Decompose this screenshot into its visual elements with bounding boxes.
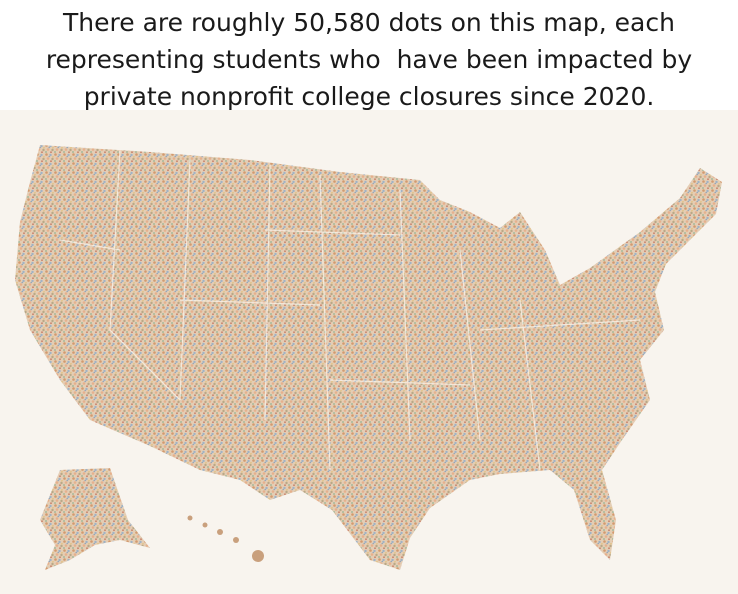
caption-line: private nonprofit college closures since…: [83, 82, 655, 111]
contiguous-us: [15, 145, 722, 570]
state-borders: [59, 149, 641, 471]
alaska: [40, 468, 150, 570]
hawaii: [187, 515, 264, 562]
caption-line: There are roughly 50,580 dots on this ma…: [63, 8, 675, 37]
caption-line: representing students who have been impa…: [45, 45, 693, 74]
caption: There are roughly 50,580 dots on this ma…: [0, 4, 738, 115]
dot-map: [0, 110, 738, 594]
